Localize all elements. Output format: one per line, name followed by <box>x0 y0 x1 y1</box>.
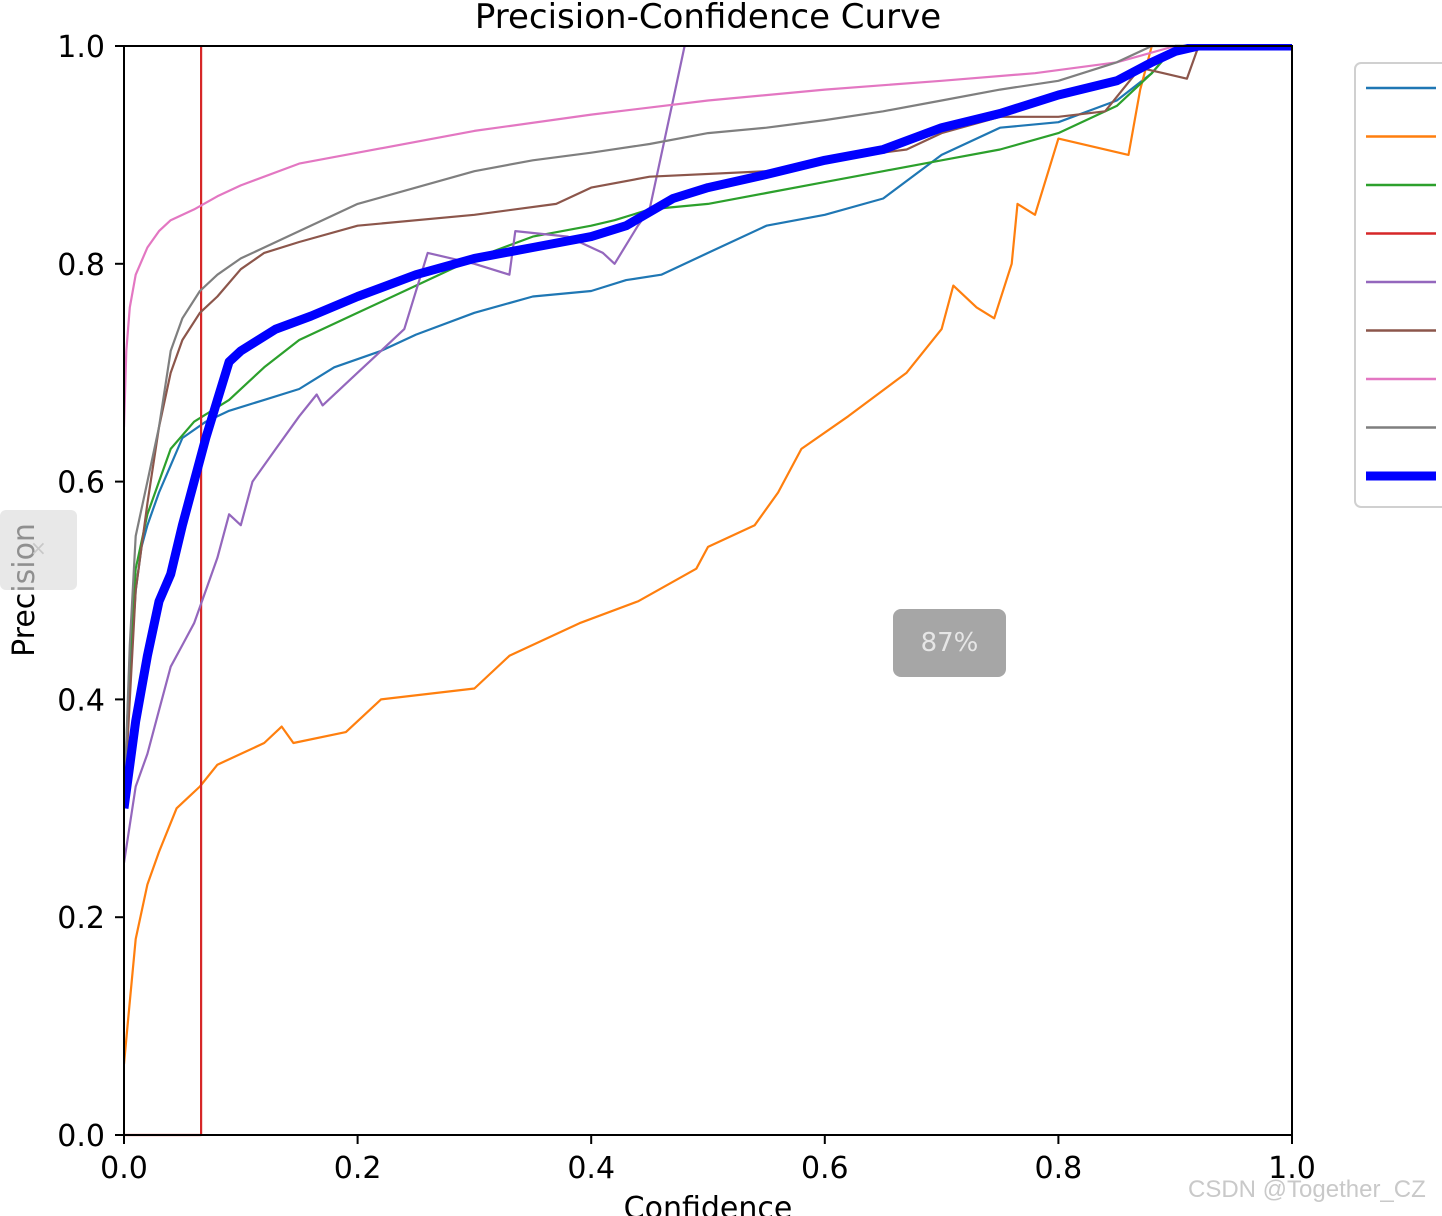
side-overlay-panel[interactable]: × <box>0 510 77 590</box>
series-line-1 <box>124 44 1292 809</box>
x-tick-label: 0.6 <box>801 1151 849 1186</box>
zoom-level-badge: 87% <box>893 609 1006 677</box>
y-tick-label: 0.8 <box>57 248 105 283</box>
y-tick-label: 0.2 <box>57 901 105 936</box>
x-tick-label: 1.0 <box>1268 1151 1316 1186</box>
chart-title: Precision-Confidence Curve <box>475 0 941 37</box>
close-icon[interactable]: × <box>30 536 47 560</box>
series-line-5 <box>124 45 686 863</box>
x-tick-label: 0.0 <box>100 1151 148 1186</box>
series-line-6 <box>124 45 1200 809</box>
watermark: CSDN @Together_CZ <box>1188 1176 1426 1203</box>
x-axis: 0.0 0.2 0.4 0.6 0.8 1.0 <box>100 1135 1316 1186</box>
y-tick-label: 1.0 <box>57 30 105 65</box>
y-tick-label: 0.6 <box>57 466 105 501</box>
series-line-8 <box>124 44 1292 809</box>
x-tick-label: 0.8 <box>1035 1151 1083 1186</box>
series-line-9 <box>124 44 1292 809</box>
plot-frame <box>123 45 1293 1136</box>
y-axis: 0.0 0.2 0.4 0.6 0.8 1.0 <box>57 30 124 1154</box>
series-line-3 <box>124 44 1292 809</box>
legend <box>1354 62 1442 508</box>
x-tick-label: 0.4 <box>567 1151 615 1186</box>
y-tick-label: 0.4 <box>57 683 105 718</box>
x-tick-label: 0.2 <box>334 1151 382 1186</box>
series-line-2 <box>124 45 1153 1065</box>
legend-box <box>1354 62 1442 508</box>
series-line-7 <box>124 44 1292 428</box>
plot-area <box>123 44 1293 1137</box>
x-axis-label: Confidence <box>624 1191 793 1216</box>
y-tick-label: 0.0 <box>57 1119 105 1154</box>
